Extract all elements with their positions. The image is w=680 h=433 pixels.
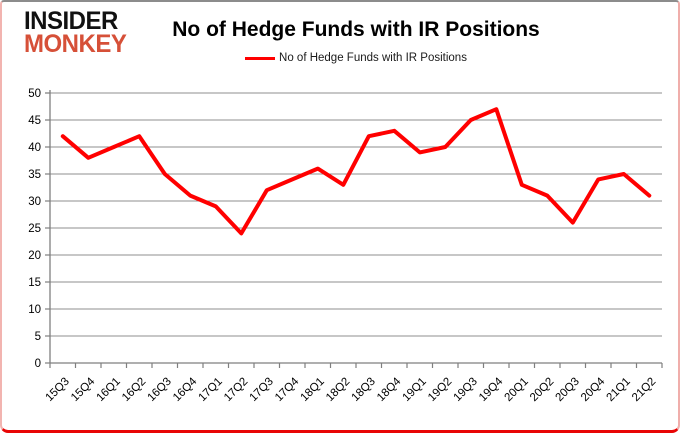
y-axis-label: 45	[28, 115, 41, 127]
x-axis-label: 20Q4	[579, 375, 608, 404]
x-axis-label: 20Q1	[502, 376, 530, 404]
legend-label: No of Hedge Funds with IR Positions	[279, 52, 467, 64]
y-axis-label: 20	[28, 250, 41, 262]
y-axis-label: 15	[28, 277, 41, 289]
y-axis-label: 30	[28, 196, 41, 208]
x-axis-label: 21Q1	[604, 376, 632, 404]
x-axis-label: 19Q2	[426, 376, 454, 404]
x-axis-label: 18Q4	[375, 375, 404, 404]
y-axis-label: 25	[28, 223, 41, 235]
chart-header: No of Hedge Funds with IR Positions No o…	[50, 2, 662, 64]
x-axis-label: 19Q1	[400, 376, 428, 404]
y-axis-label: 10	[28, 304, 41, 316]
x-axis-label: 16Q3	[145, 376, 173, 404]
x-axis-label: 20Q2	[528, 376, 556, 404]
insider-monkey-logo: INSIDER MONKEY	[24, 6, 127, 59]
x-axis-label: 20Q3	[553, 376, 581, 404]
x-axis-label: 17Q3	[247, 376, 275, 404]
line-chart-svg: 0 5 10 15 20 25 30 35 40 45 50 15Q315Q416Q116Q216Q3…	[28, 88, 663, 404]
x-axis-label: 19Q4	[477, 375, 506, 404]
x-axis-label: 15Q3	[43, 376, 71, 404]
x-axis-label: 16Q2	[120, 376, 148, 404]
series-line	[60, 107, 652, 236]
x-axis-label: 16Q4	[171, 375, 200, 404]
legend-line-swatch-icon	[245, 56, 276, 60]
plot-area: 0 5 10 15 20 25 30 35 40 45 50 15Q3 15Q4 16Q1 16Q2 16Q3…	[2, 82, 678, 430]
x-axis-label: 18Q1	[298, 376, 326, 404]
y-axis-label: 50	[28, 88, 41, 100]
y-axis-label: 40	[28, 142, 41, 154]
chart-title: No of Hedge Funds with IR Positions	[172, 18, 540, 41]
x-axis-label: 17Q2	[222, 376, 250, 404]
x-axis-label: 18Q3	[349, 376, 377, 404]
x-axis-label: 15Q4	[69, 375, 98, 404]
x-axis-label: 21Q2	[630, 376, 658, 404]
x-axis-label: 18Q2	[324, 376, 352, 404]
y-axis-label: 5	[35, 331, 41, 343]
x-axis-label: 17Q4	[273, 375, 302, 404]
chart-legend: No of Hedge Funds with IR Positions	[50, 52, 662, 64]
logo-line2: MONKEY	[24, 30, 127, 59]
x-axis-label: 16Q1	[94, 376, 122, 404]
x-axis-label: 19Q3	[451, 376, 479, 404]
y-axis-label: 35	[28, 169, 41, 181]
x-axis-label: 17Q1	[196, 376, 224, 404]
y-axis-label: 0	[35, 358, 41, 370]
logo-line1: INSIDER	[24, 6, 118, 36]
